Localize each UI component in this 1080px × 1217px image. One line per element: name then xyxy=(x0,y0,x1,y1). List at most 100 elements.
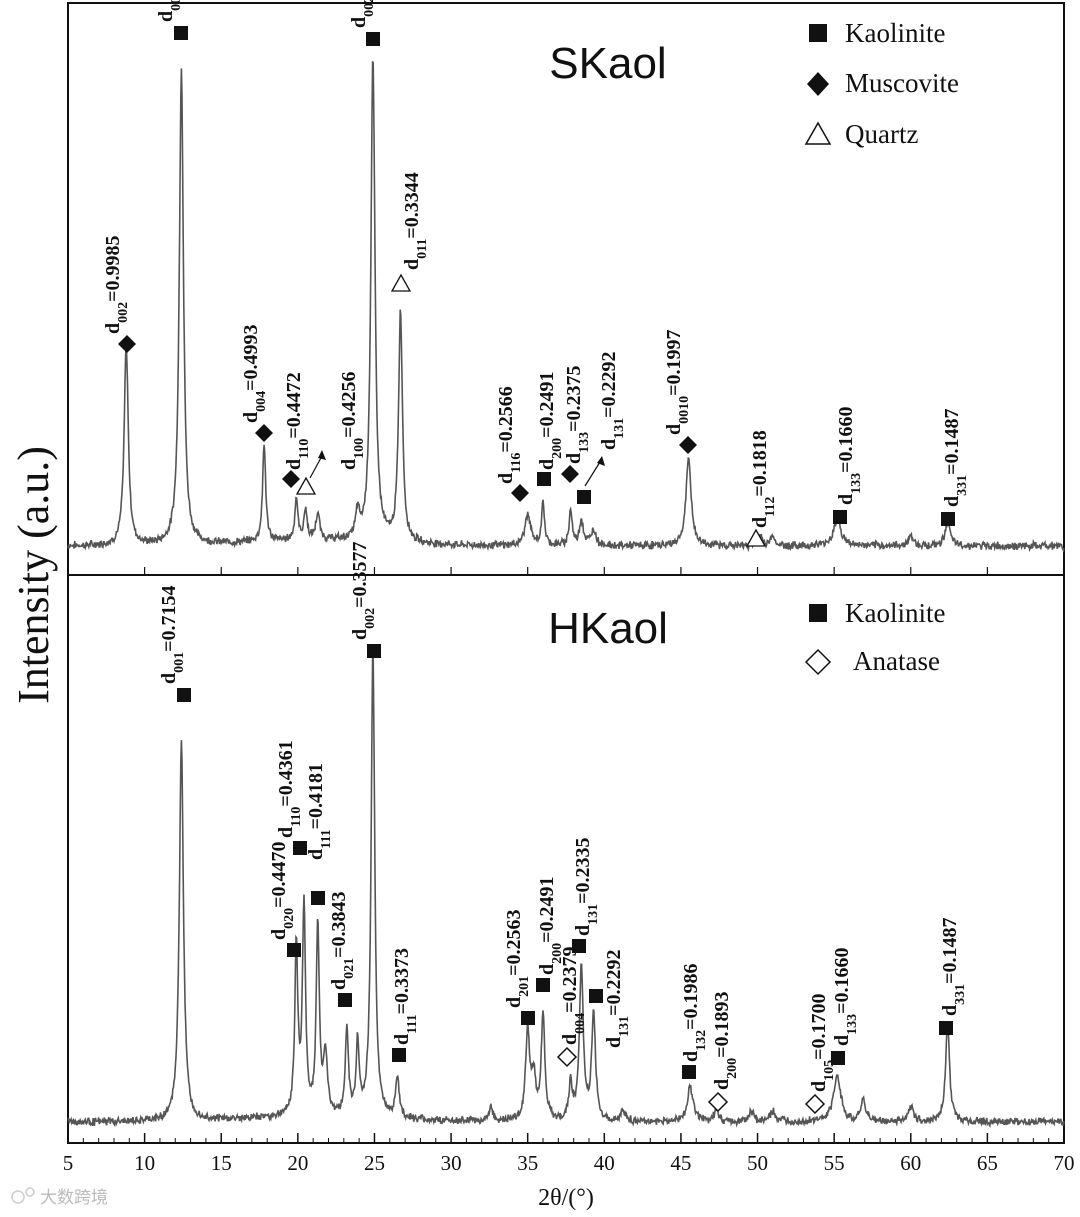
peak-label-value: =0.7154 xyxy=(158,585,180,651)
peak-label-subscript: 131 xyxy=(586,904,601,925)
peak-label: d002=0.9985 xyxy=(102,235,131,334)
x-tick-label: 70 xyxy=(1054,1151,1075,1175)
watermark-logo-icon xyxy=(11,1190,25,1204)
peak-label-subscript: 132 xyxy=(694,1030,709,1051)
legend-muscovite-label: Muscovite xyxy=(845,68,959,98)
peak-label: d133=0.1660 xyxy=(835,406,864,505)
peak-label-value: =0.1700 xyxy=(808,993,830,1059)
peak-label-subscript: 131 xyxy=(612,418,627,439)
skaol-pattern-line xyxy=(67,61,1065,553)
peak-label: d133=0.2375 xyxy=(563,365,592,464)
peak-label-value: =0.2292 xyxy=(598,351,620,417)
kaolinite-square-icon xyxy=(572,939,586,953)
peak-label-subscript: 111 xyxy=(319,829,334,848)
peak-label-subscript: 020 xyxy=(282,908,297,929)
muscovite-diamond-icon xyxy=(255,424,273,442)
peak-label-value: =0.3843 xyxy=(328,891,350,957)
peak-label-value: =0.4361 xyxy=(275,740,297,806)
quartz-triangle-icon xyxy=(295,476,317,495)
peak-label-value: =0.1986 xyxy=(680,963,702,1029)
peak-label-value: =0.2563 xyxy=(503,909,525,975)
top-legend: Kaolinite Muscovite Quartz xyxy=(804,18,959,149)
peak-label: d133=0.1660 xyxy=(831,947,860,1046)
top-panel-title: SKaol xyxy=(549,39,666,88)
peak-label-subscript: 001 xyxy=(172,652,187,673)
peak-label: d011=0.3344 xyxy=(401,172,430,270)
legend-kaolinite-label: Kaolinite xyxy=(845,598,945,628)
kaolinite-square-icon xyxy=(589,989,603,1003)
peak-label: d004=0.4993 xyxy=(240,324,269,423)
x-tick-label: 30 xyxy=(441,1151,462,1175)
peak-label-subscript: 004 xyxy=(254,391,269,412)
peak-label-subscript: 201 xyxy=(517,976,532,997)
x-axis-label: 2θ/(°) xyxy=(538,1185,594,1211)
kaolinite-square-icon xyxy=(177,688,191,702)
peak-label: d020=0.4470 xyxy=(268,841,297,940)
peak-label: d111=0.3373 xyxy=(391,948,420,1045)
kaolinite-square-icon xyxy=(537,472,551,486)
peak-label-subscript: 331 xyxy=(955,475,970,496)
peak-label: d331=0.1487 xyxy=(941,408,970,507)
kaolinite-square-icon xyxy=(682,1065,696,1079)
muscovite-diamond-icon xyxy=(511,484,529,502)
peak-label-value: =0.1660 xyxy=(831,947,853,1013)
x-tick-label: 55 xyxy=(824,1151,845,1175)
legend-kaolinite-square-icon xyxy=(809,604,827,622)
peak-label-subscript: 200 xyxy=(550,943,565,964)
kaolinite-square-icon xyxy=(831,1051,845,1065)
peak-label-subscript: 133 xyxy=(577,432,592,453)
kaolinite-square-icon xyxy=(174,26,188,40)
x-tick-label: 45 xyxy=(670,1151,691,1175)
peak-label: d002=0.3577 xyxy=(349,541,378,640)
watermark-logo-icon xyxy=(25,1187,35,1197)
peak-label-subscript: 002 xyxy=(116,302,131,323)
kaolinite-square-icon xyxy=(941,512,955,526)
peak-label-value: =0.2375 xyxy=(563,365,585,431)
kaolinite-square-icon xyxy=(367,644,381,658)
x-tick-label: 40 xyxy=(594,1151,615,1175)
arrow-head-d131-icon xyxy=(597,456,605,466)
peak-label-value: =0.2292 xyxy=(603,949,625,1015)
peak-label-value: =0.1997 xyxy=(663,329,685,395)
peak-label: d132=0.1986 xyxy=(680,963,709,1062)
peak-label-subscript: 100 xyxy=(352,438,367,459)
peak-label-value: =0.1487 xyxy=(939,917,961,983)
bottom-panel-frame xyxy=(67,574,1065,1144)
peak-label-value: =0.4256 xyxy=(338,371,360,437)
peak-label: d131=0.2335 xyxy=(572,837,601,936)
legend-kaolinite-label: Kaolinite xyxy=(845,18,945,48)
legend-quartz-triangle-icon xyxy=(804,121,832,145)
x-tick-label: 60 xyxy=(900,1151,921,1175)
peak-label: d131=0.2292 xyxy=(603,949,632,1048)
peak-label: d001=0.7154 xyxy=(158,585,187,684)
x-tick-label: 35 xyxy=(517,1151,538,1175)
peak-label: d110=0.4472 xyxy=(283,372,312,470)
peak-label: d110=0.4361 xyxy=(275,740,304,838)
peak-label-subscript: 002 xyxy=(363,608,378,629)
x-tick-label: 10 xyxy=(134,1151,155,1175)
peak-label-subscript: 002 xyxy=(362,0,377,17)
peak-label: d331=0.1487 xyxy=(939,917,968,1016)
legend-muscovite-diamond-icon xyxy=(807,72,829,96)
top-peak-labels: d002=0.9985d001=0.7154d004=0.4993d110=0.… xyxy=(102,0,970,547)
hkaol-pattern-line xyxy=(67,655,1065,1129)
peak-label-value: =0.1660 xyxy=(835,406,857,472)
bottom-legend: Kaolinite Anatase xyxy=(804,598,945,676)
peak-label-value: =0.2335 xyxy=(572,837,594,903)
x-tick-label: 5 xyxy=(63,1151,74,1175)
y-axis-label: Intensity (a.u.) xyxy=(9,446,58,704)
peak-label-subscript: 133 xyxy=(845,1014,860,1035)
peak-label-subscript: 200 xyxy=(725,1058,740,1079)
x-tick-label: 20 xyxy=(287,1151,308,1175)
quartz-triangle-icon xyxy=(390,273,412,292)
peak-label-subscript: 0010 xyxy=(677,396,692,424)
peak-label-value: =0.9985 xyxy=(102,235,124,301)
peak-label-subscript: 110 xyxy=(297,439,312,459)
legend-anatase-diamond-icon xyxy=(804,648,832,676)
arrow-head-d100-icon xyxy=(318,450,326,460)
peak-label-subscript: 131 xyxy=(617,1016,632,1037)
peak-label: d201=0.2563 xyxy=(503,909,532,1008)
anatase-diamond-icon xyxy=(556,1046,578,1068)
bottom-panel-title: HKaol xyxy=(548,604,668,653)
